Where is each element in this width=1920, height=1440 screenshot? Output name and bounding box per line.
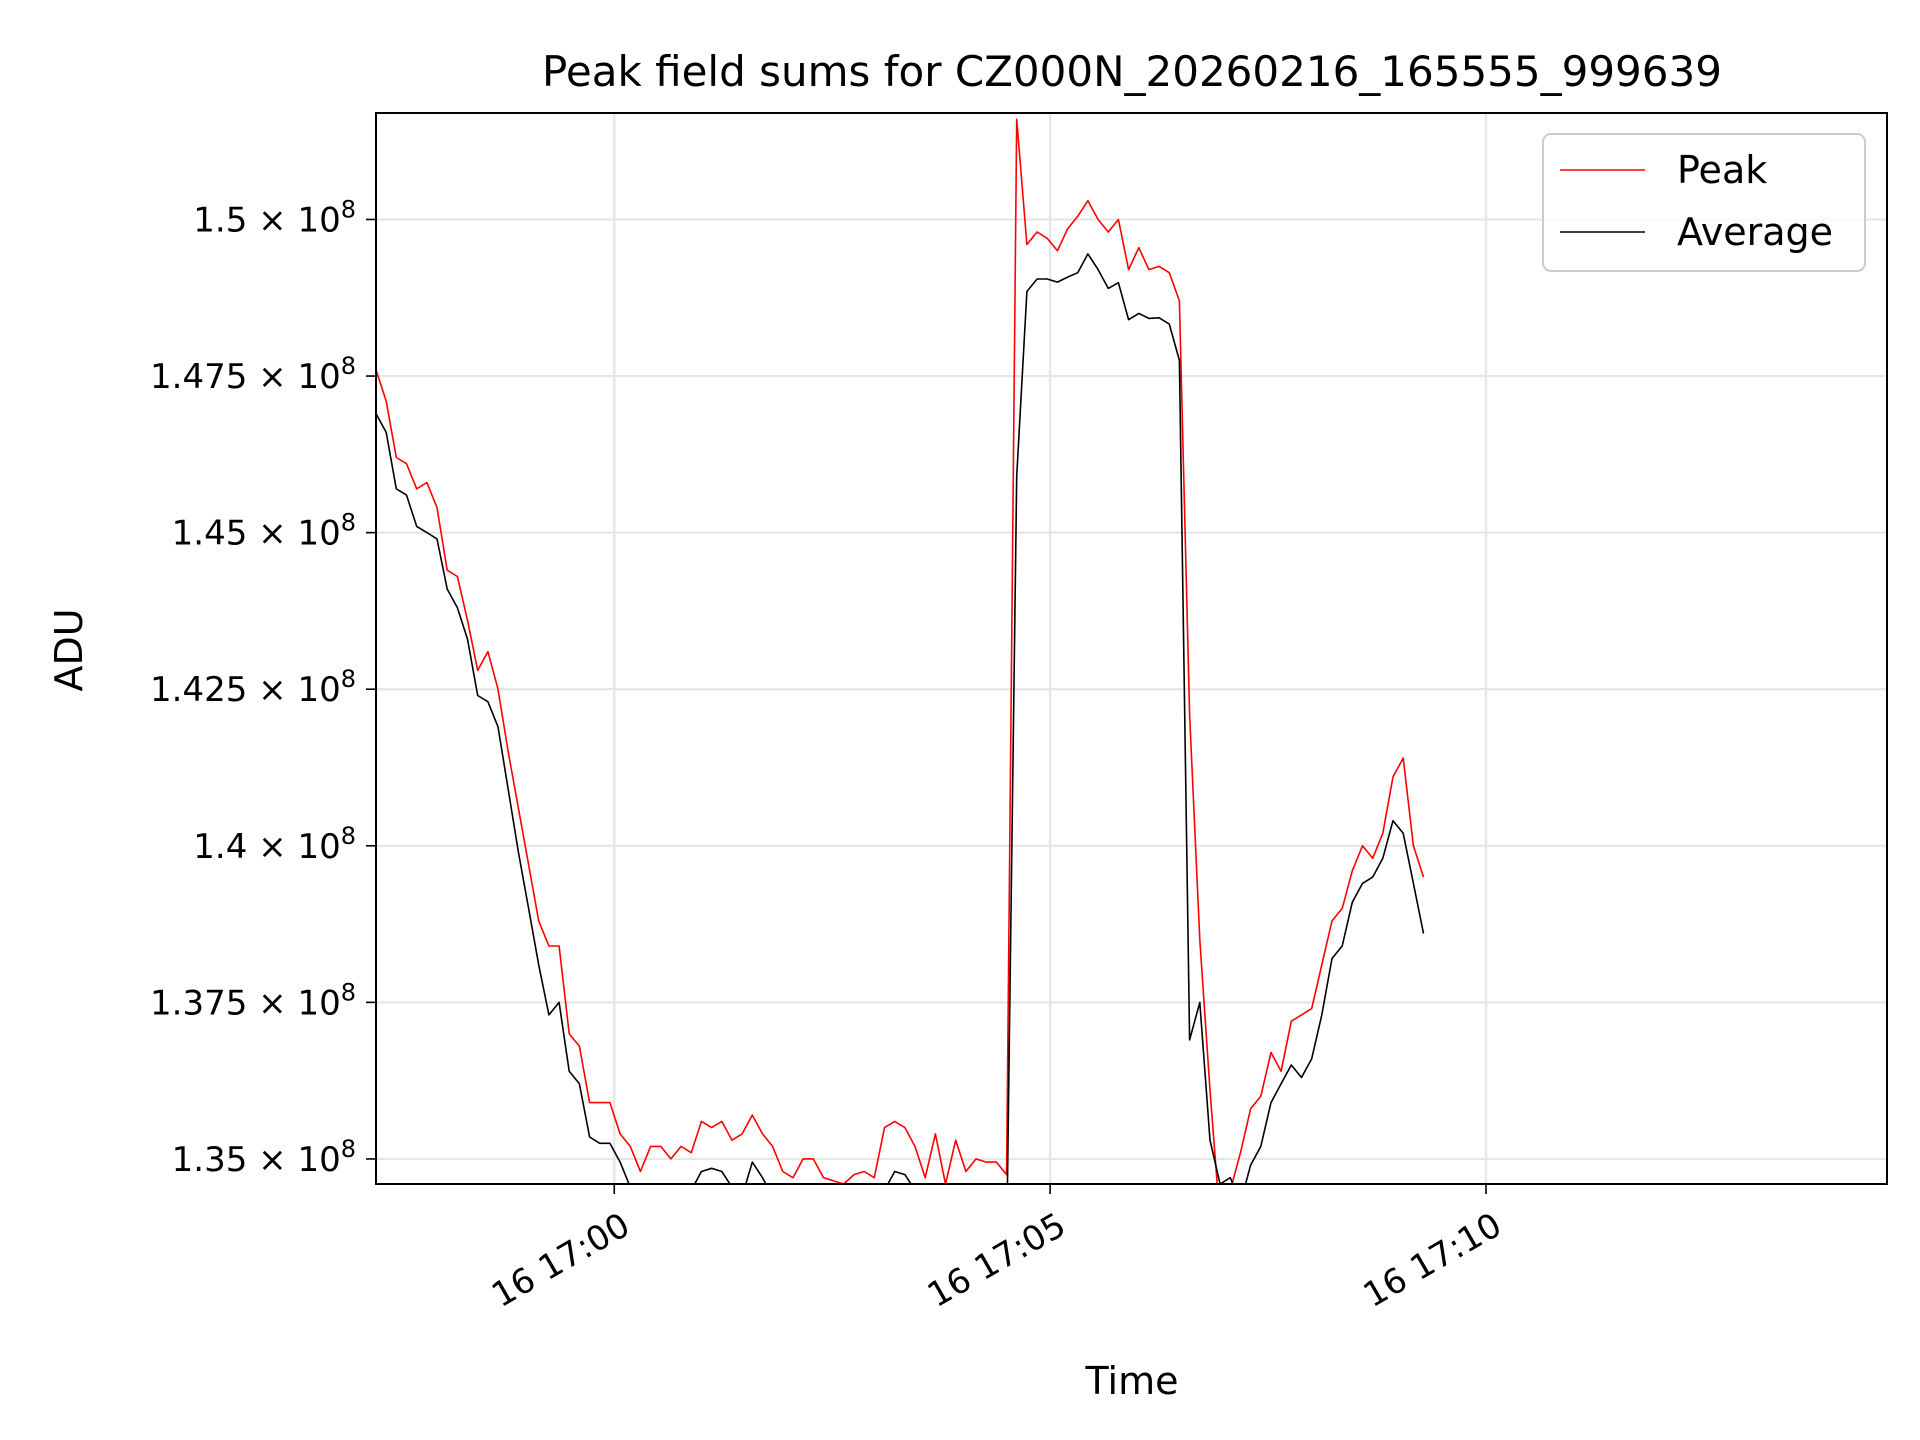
y-tick-label: 1.425 × 108 bbox=[150, 665, 356, 710]
y-axis-label: ADU bbox=[47, 608, 91, 691]
y-tick-label: 1.375 × 108 bbox=[150, 978, 356, 1023]
legend-label-peak: Peak bbox=[1677, 148, 1767, 192]
legend-box bbox=[1542, 133, 1866, 272]
legend-label-average: Average bbox=[1677, 210, 1833, 254]
x-gridlines bbox=[613, 113, 1488, 1184]
series-line-peak bbox=[376, 118, 1425, 1184]
legend: Peak Average bbox=[1542, 133, 1866, 272]
y-tick-label: 1.5 × 108 bbox=[193, 195, 356, 240]
plot-frame bbox=[375, 112, 1888, 1185]
series-lines bbox=[376, 118, 1425, 1184]
series-line-average bbox=[376, 253, 1425, 1184]
y-tick-label: 1.45 × 108 bbox=[172, 509, 356, 554]
x-axis-label: Time bbox=[1085, 1359, 1179, 1403]
y-tick-label: 1.4 × 108 bbox=[193, 822, 356, 867]
y-axis-ticks: 1.35 × 108 1.375 × 108 1.4 × 108 1.425 × 10… bbox=[150, 195, 376, 1180]
y-tick-label: 1.475 × 108 bbox=[150, 352, 356, 397]
chart-title: Peak field sums for CZ000N_20260216_1655… bbox=[542, 47, 1722, 96]
y-tick-label: 1.35 × 108 bbox=[172, 1135, 356, 1180]
